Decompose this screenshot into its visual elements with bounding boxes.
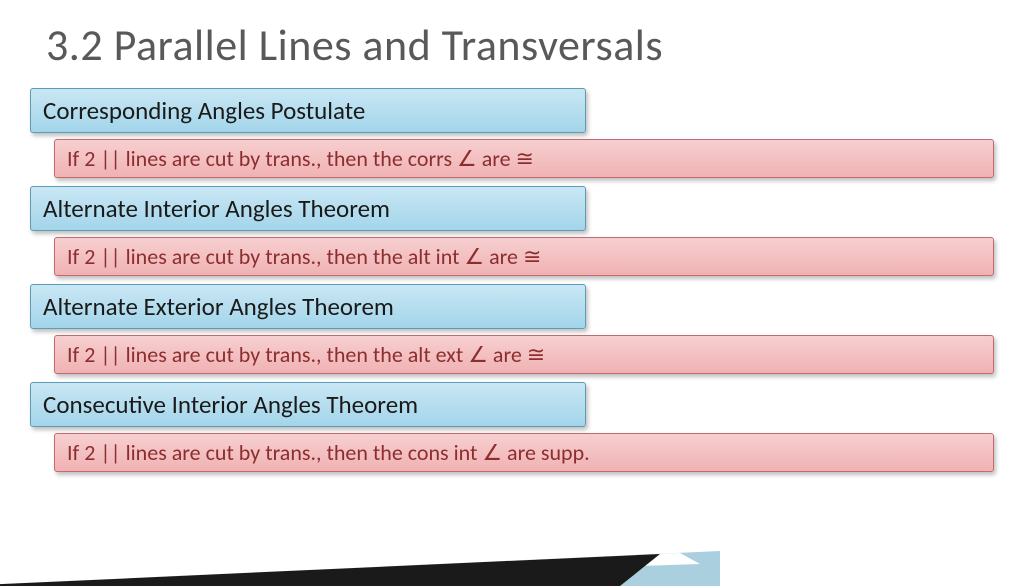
- content-area: Corresponding Angles Postulate If 2 || l…: [30, 88, 1004, 480]
- theorem-group: Corresponding Angles Postulate If 2 || l…: [30, 88, 1004, 178]
- theorem-description: If 2 || lines are cut by trans., then th…: [54, 335, 994, 374]
- theorem-header: Corresponding Angles Postulate: [30, 88, 586, 133]
- theorem-description: If 2 || lines are cut by trans., then th…: [54, 237, 994, 276]
- decorative-triangle-icon: [0, 506, 720, 586]
- theorem-group: Alternate Interior Angles Theorem If 2 |…: [30, 186, 1004, 276]
- page-title: 3.2 Parallel Lines and Transversals: [0, 0, 1024, 72]
- theorem-description: If 2 || lines are cut by trans., then th…: [54, 433, 994, 472]
- theorem-header: Alternate Exterior Angles Theorem: [30, 284, 586, 329]
- theorem-group: Consecutive Interior Angles Theorem If 2…: [30, 382, 1004, 472]
- theorem-group: Alternate Exterior Angles Theorem If 2 |…: [30, 284, 1004, 374]
- theorem-header: Consecutive Interior Angles Theorem: [30, 382, 586, 427]
- theorem-description: If 2 || lines are cut by trans., then th…: [54, 139, 994, 178]
- theorem-header: Alternate Interior Angles Theorem: [30, 186, 586, 231]
- accent-dark-shape: [0, 554, 660, 586]
